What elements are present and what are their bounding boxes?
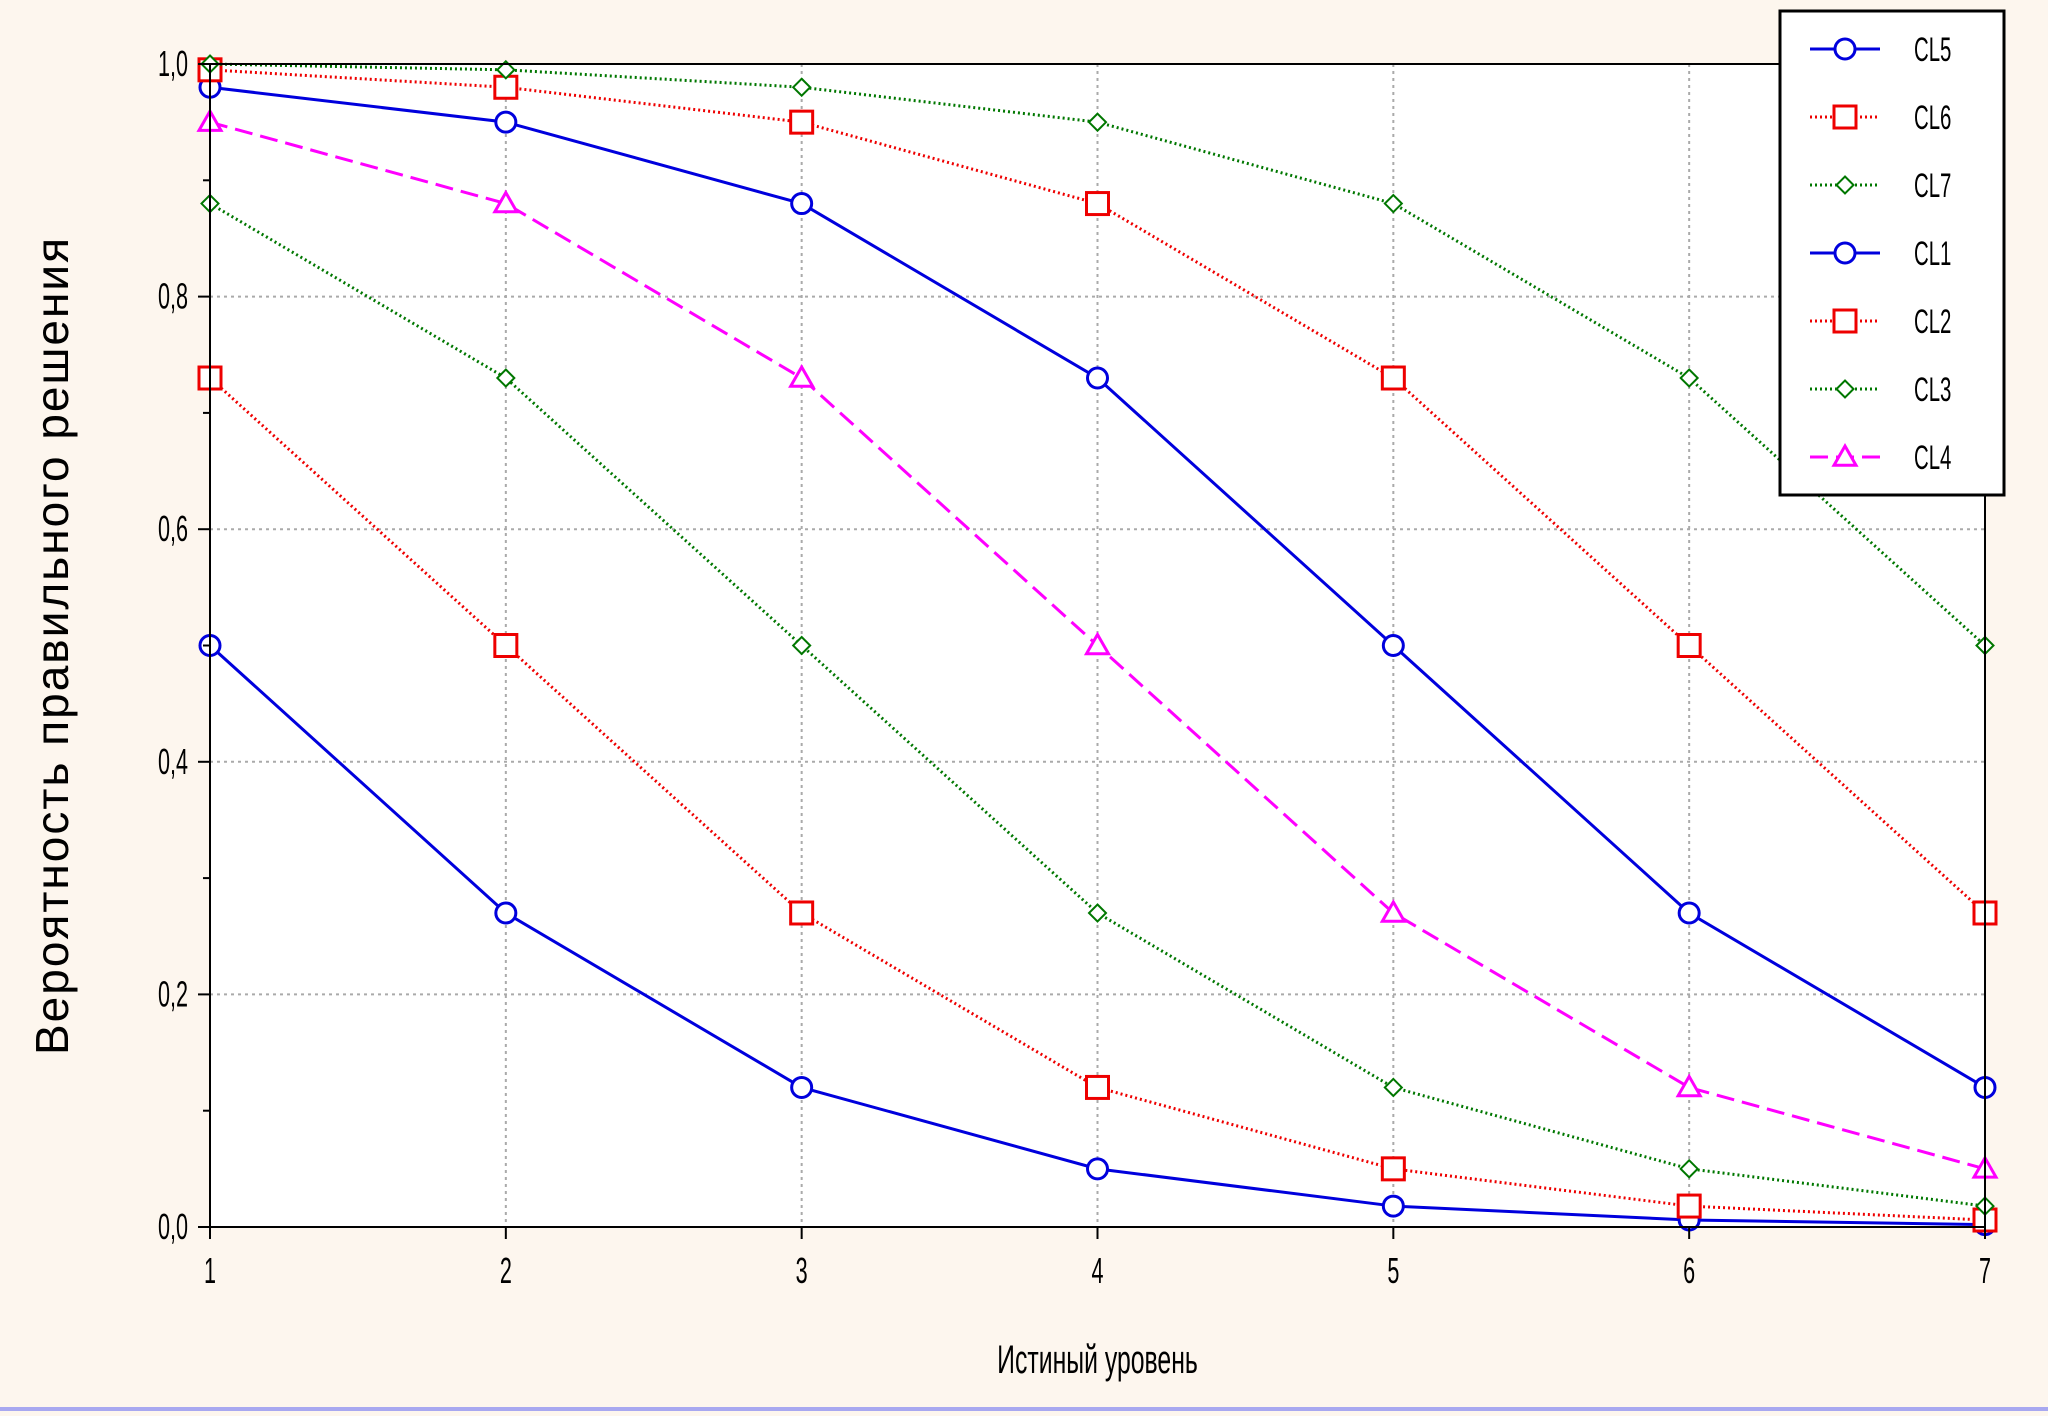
legend-item-cl6: CL6: [1810, 99, 1951, 137]
data-point-diamond: [495, 59, 516, 80]
legend-label: CL4: [1914, 439, 1951, 477]
legend-item-cl1: CL1: [1810, 235, 1951, 273]
series-cl3: [200, 193, 1995, 1216]
y-tick-label: 0,6: [158, 510, 188, 550]
data-point-circle: [1086, 1157, 1109, 1181]
data-point-circle: [1381, 1194, 1405, 1218]
legend-item-cl4: CL4: [1810, 439, 1951, 477]
x-tick-label: 1: [204, 1251, 216, 1291]
data-point-diamond: [1835, 379, 1855, 399]
data-point-square: [1832, 104, 1858, 130]
data-point-square: [493, 633, 519, 658]
y-tick-label: 0,8: [158, 277, 188, 317]
legend-item-cl7: CL7: [1810, 167, 1951, 205]
data-point-triangle: [1083, 631, 1112, 656]
legend-label: CL7: [1914, 167, 1951, 205]
y-axis-label: Вероятность правильного решения: [26, 236, 78, 1055]
legend-label: CL6: [1914, 99, 1951, 137]
x-tick-label: 7: [1979, 1251, 1991, 1291]
data-point-diamond: [1383, 193, 1404, 214]
data-point-diamond: [1087, 903, 1108, 923]
y-tick-label: 0,0: [158, 1207, 188, 1247]
data-point-circle: [1381, 634, 1405, 657]
axes: 1 2 3 4 5 6 7 0,0 0,2 0,4 0,6 0,8 1,0: [158, 44, 1991, 1291]
y-tick-label: 0,4: [158, 742, 188, 782]
data-point-circle: [790, 192, 814, 216]
data-point-circle: [790, 1075, 814, 1099]
bottom-rule: [0, 1407, 2048, 1411]
legend-label: CL5: [1914, 31, 1951, 69]
data-point-triangle: [788, 363, 816, 388]
data-point-square: [789, 900, 815, 926]
legend-label: CL2: [1914, 303, 1951, 341]
data-point-diamond: [1679, 1158, 1700, 1179]
data-point-circle: [1086, 366, 1109, 390]
data-point-square: [1676, 633, 1702, 658]
x-axis-label: Истиный уровень: [997, 1338, 1198, 1382]
legend-label: CL1: [1914, 235, 1951, 273]
y-tick-label: 0,2: [158, 975, 188, 1015]
data-point-diamond: [791, 635, 812, 656]
data-point-circle: [1833, 241, 1857, 265]
data-point-triangle: [1831, 442, 1859, 467]
data-point-circle: [494, 110, 518, 134]
x-tick-label: 5: [1387, 1251, 1399, 1291]
data-point-diamond: [791, 77, 812, 98]
legend-label: CL3: [1914, 371, 1951, 409]
data-point-triangle: [1675, 1073, 1703, 1098]
data-point-diamond: [1679, 368, 1700, 388]
data-point-square: [1832, 308, 1858, 334]
data-point-circle: [494, 901, 518, 925]
data-point-diamond: [495, 368, 516, 388]
series-cl4: [196, 108, 1999, 1179]
legend-item-cl5: CL5: [1810, 31, 1951, 69]
data-point-diamond: [1087, 112, 1108, 133]
data-point-square: [1676, 1193, 1702, 1219]
data-point-square: [1085, 1074, 1110, 1100]
data-point-triangle: [492, 189, 520, 214]
data-point-square: [1085, 191, 1110, 217]
x-tick-label: 6: [1683, 1251, 1695, 1291]
x-tick-label: 4: [1091, 1251, 1103, 1291]
data-point-diamond: [1835, 175, 1855, 195]
data-point-circle: [1833, 37, 1857, 61]
y-tick-label: 1,0: [158, 44, 188, 84]
data-point-triangle: [1379, 898, 1407, 923]
data-point-square: [1380, 1156, 1406, 1182]
data-point-square: [1380, 365, 1406, 391]
x-tick-label: 3: [796, 1251, 808, 1291]
data-point-square: [789, 109, 815, 135]
data-point-diamond: [1383, 1077, 1404, 1098]
series-group: [196, 54, 1999, 1237]
x-tick-label: 2: [500, 1251, 512, 1291]
data-point-circle: [1677, 901, 1701, 925]
legend-item-cl2: CL2: [1810, 303, 1951, 341]
legend-item-cl3: CL3: [1810, 371, 1951, 409]
legend: CL5 CL6 CL7 CL1 CL2 CL3 CL4: [1778, 9, 2006, 497]
